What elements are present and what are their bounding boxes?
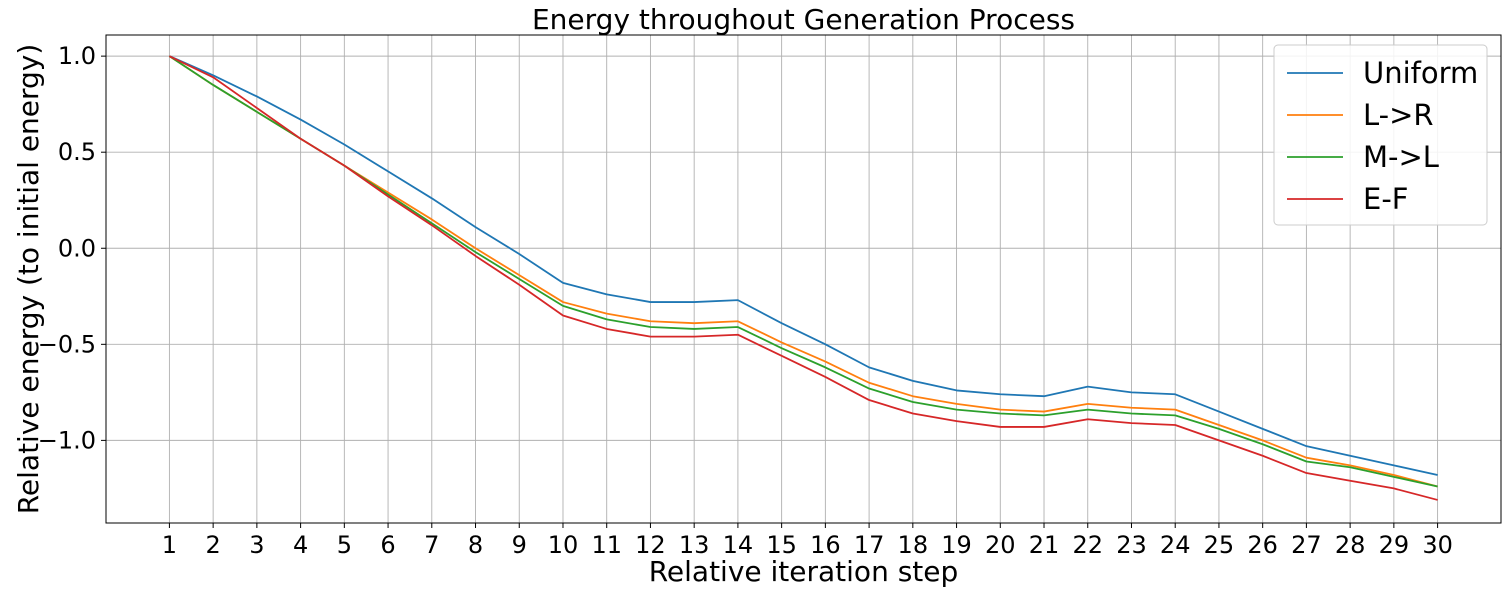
legend-label: L->R [1363, 98, 1434, 132]
x-tick-label: 10 [548, 531, 579, 559]
legend: Uniform L->R M->L E-F [1273, 44, 1488, 226]
x-tick-label: 6 [380, 531, 395, 559]
x-tick-label: 17 [854, 531, 885, 559]
x-tick-label: 2 [205, 531, 220, 559]
x-tick-label: 3 [249, 531, 264, 559]
plot-frame [105, 34, 1502, 524]
x-tick-label: 9 [512, 531, 527, 559]
x-tick-label: 13 [679, 531, 710, 559]
series-line-1 [168, 55, 1438, 488]
x-tick-label: 15 [766, 531, 797, 559]
legend-box [1273, 44, 1488, 226]
series-line-2 [168, 55, 1438, 488]
y-tick-label: 1.0 [58, 42, 96, 70]
x-tick-label: 23 [1116, 531, 1147, 559]
legend-label: Uniform [1363, 56, 1478, 90]
x-tick-label: 24 [1160, 531, 1191, 559]
y-tick-label: −1.0 [38, 426, 96, 454]
x-axis-label: Relative iteration step [649, 555, 959, 588]
x-tick-label: 4 [293, 531, 308, 559]
series-lines [168, 55, 1438, 501]
legend-label: E-F [1363, 182, 1408, 216]
x-tick-label: 11 [591, 531, 622, 559]
x-tick-label: 19 [941, 531, 972, 559]
x-tick-label: 8 [468, 531, 483, 559]
y-axis-label: Relative energy (to initial energy) [12, 44, 45, 515]
y-tick-label: 0.5 [58, 138, 96, 166]
x-tick-label: 21 [1029, 531, 1060, 559]
x-tick-label: 26 [1247, 531, 1278, 559]
x-tick-label: 22 [1072, 531, 1103, 559]
y-tick-label: −0.5 [38, 330, 96, 358]
x-tick-label: 20 [985, 531, 1016, 559]
x-tick-label: 1 [162, 531, 177, 559]
x-tick-label: 27 [1291, 531, 1322, 559]
x-tick-label: 25 [1204, 531, 1235, 559]
legend-label: M->L [1363, 140, 1439, 174]
grid-lines [106, 35, 1501, 523]
series-line-0 [169, 55, 1438, 476]
x-tick-label: 7 [424, 531, 439, 559]
x-tick-label: 12 [635, 531, 666, 559]
x-tick-label: 5 [337, 531, 352, 559]
x-tick-label: 16 [810, 531, 841, 559]
series-line-3 [169, 55, 1438, 501]
x-tick-label: 29 [1379, 531, 1410, 559]
y-tick-label: 0.0 [58, 234, 96, 262]
x-tick-label: 18 [898, 531, 929, 559]
x-tick-label: 14 [723, 531, 754, 559]
axis-ticks: 1 2 3 4 5 6 7 8 9 10 11 12 13 14 15 16 17 18 19 20 21 22 23 24 2… [38, 42, 1453, 559]
x-tick-label: 28 [1335, 531, 1366, 559]
chart-title: Energy throughout Generation Process [532, 3, 1075, 36]
x-tick-label: 30 [1422, 531, 1453, 559]
